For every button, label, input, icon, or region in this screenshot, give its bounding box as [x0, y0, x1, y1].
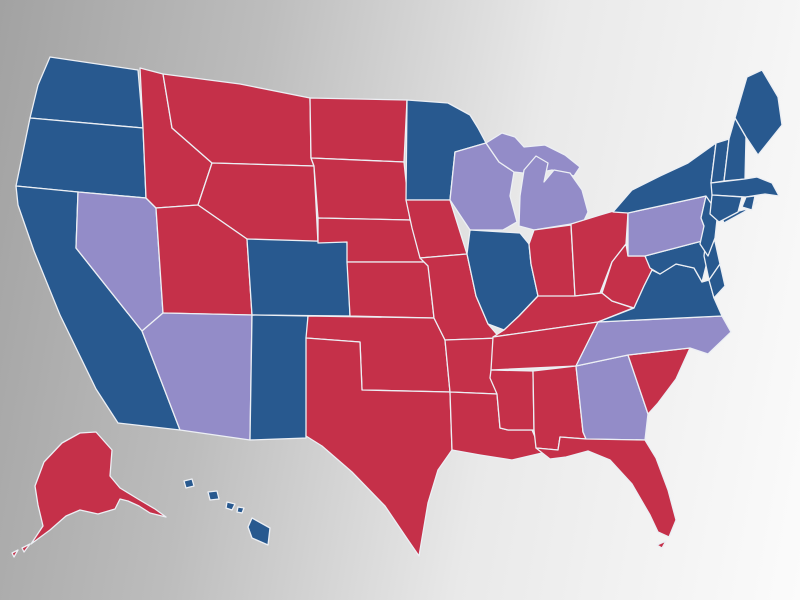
state-south-dakota[interactable] [310, 157, 411, 221]
state-new-mexico[interactable] [249, 314, 309, 441]
state-north-dakota[interactable] [309, 97, 408, 163]
state-alaska-aleutian-island[interactable] [11, 549, 19, 558]
state-alaska[interactable] [30, 431, 167, 545]
state-indiana[interactable] [528, 224, 576, 299]
state-hawaii-big-island[interactable] [247, 517, 271, 546]
state-alaska-aleutian-island[interactable] [21, 543, 31, 553]
state-virginia-eastern-shore[interactable] [708, 263, 726, 299]
state-arizona[interactable] [141, 312, 253, 441]
state-hawaii-molokai[interactable] [225, 501, 236, 511]
state-hawaii-oahu[interactable] [207, 490, 220, 501]
state-connecticut[interactable] [709, 194, 743, 223]
state-washington[interactable] [29, 56, 144, 129]
state-kansas[interactable] [346, 261, 435, 319]
state-michigan-upper-peninsula[interactable] [485, 132, 581, 177]
state-maine[interactable] [734, 69, 783, 156]
state-rhode-island[interactable] [741, 195, 756, 211]
state-hawaii-maui[interactable] [236, 506, 245, 514]
state-texas[interactable] [305, 337, 453, 557]
state-oregon[interactable] [15, 117, 147, 199]
state-florida[interactable] [535, 436, 677, 538]
state-hawaii-kauai[interactable] [183, 478, 195, 489]
state-north-carolina[interactable] [575, 315, 732, 367]
state-colorado[interactable] [246, 238, 351, 317]
state-florida-keys[interactable] [656, 540, 667, 549]
state-new-hampshire[interactable] [723, 117, 747, 182]
